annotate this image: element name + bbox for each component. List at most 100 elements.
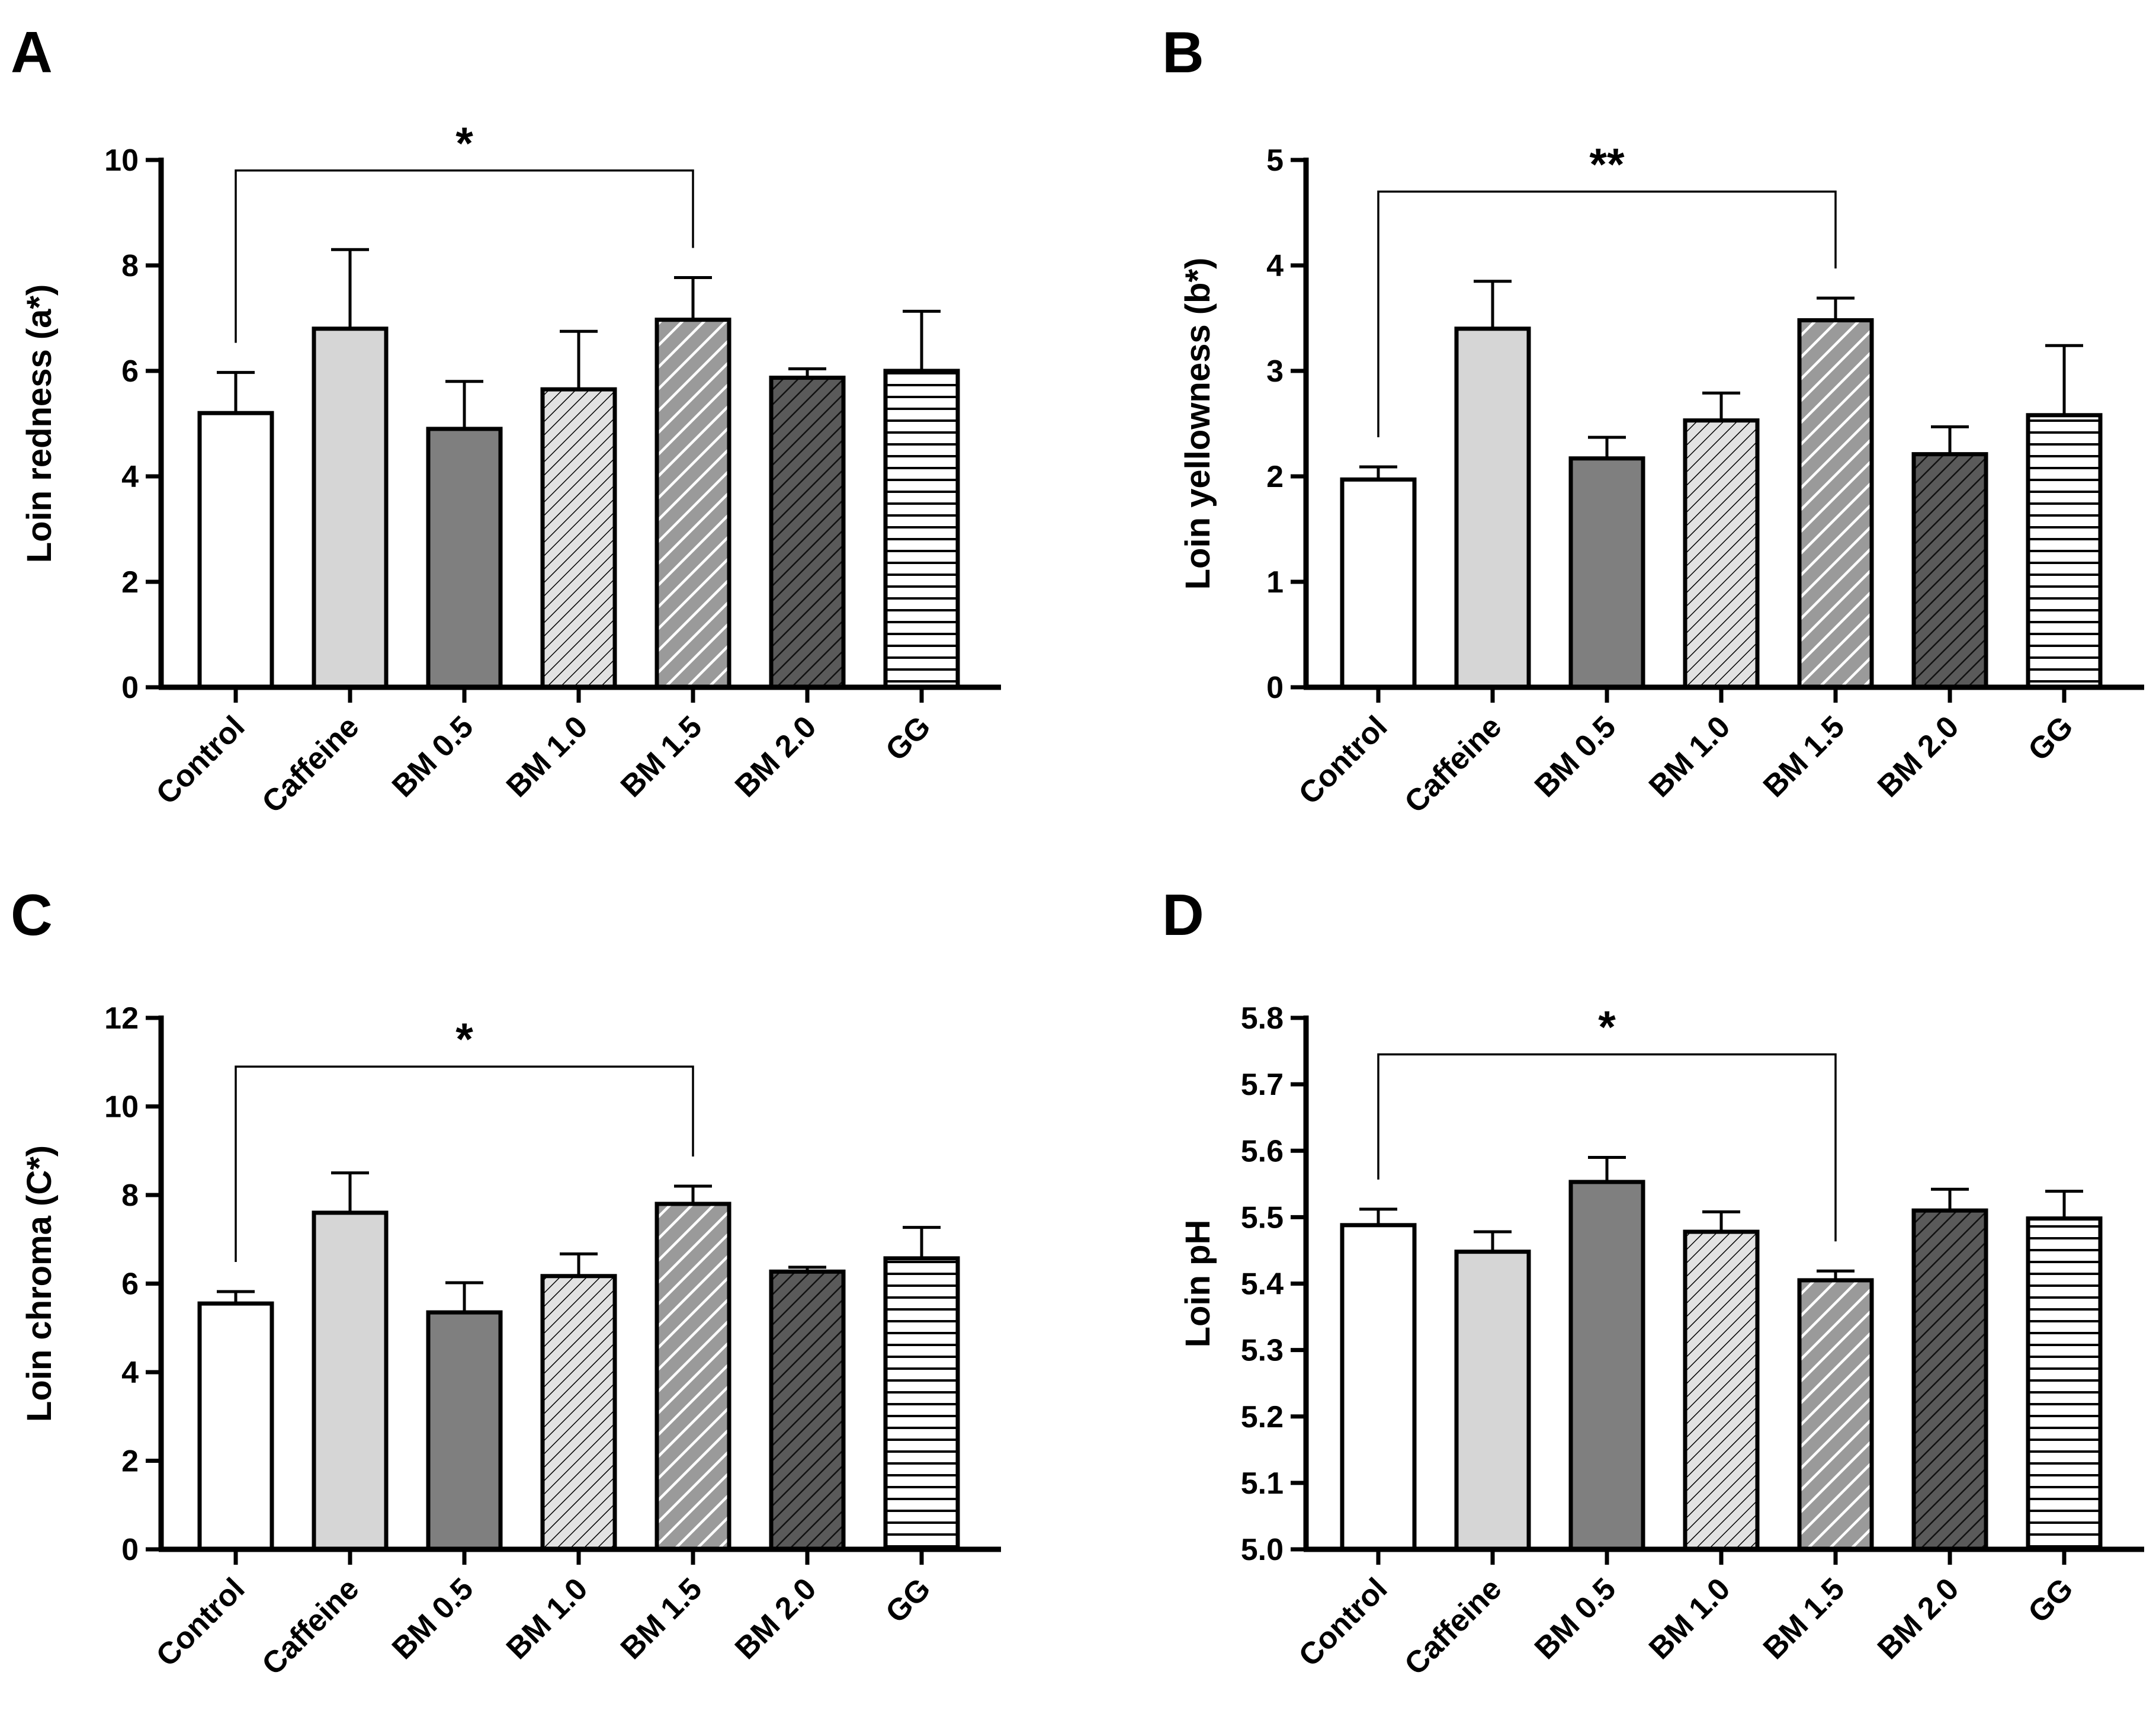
bar-bm-0-5	[1568, 1180, 1645, 1552]
x-tick-label: BM 0.5	[386, 1571, 480, 1666]
y-axis-title: Loin chroma (C*)	[20, 1145, 59, 1422]
panel-a-redness-chart: A Loin redness (a*) 0 2 4 6 8 10 Control Caffeine…	[11, 20, 1001, 820]
x-tick-label: GG	[879, 1571, 937, 1629]
panel-letter: B	[1162, 20, 1204, 85]
y-tick-label: 0	[121, 1533, 139, 1567]
panel-c-chroma-chart: C Loin chroma (C*) 0 2 4 6 8 10 12 Control Caffein…	[11, 882, 1001, 1682]
x-tick-label: BM 2.0	[1871, 1571, 1966, 1666]
significance-label: **	[1589, 139, 1625, 190]
y-tick-label: 4	[121, 1356, 139, 1390]
bar-caffeine	[1454, 326, 1531, 690]
y-axis-title: Loin redness (a*)	[20, 284, 59, 563]
bar-bm-1-0	[1683, 1229, 1760, 1552]
x-tick-label: GG	[879, 709, 937, 767]
x-tick-label: BM 2.0	[1871, 709, 1966, 804]
y-tick-label: 2	[121, 565, 139, 600]
panel-letter: A	[11, 20, 53, 85]
bar-control	[1340, 1223, 1417, 1552]
significance-label: *	[455, 1014, 473, 1065]
y-tick-label: 0	[1266, 671, 1284, 705]
y-tick-label: 8	[121, 1178, 139, 1213]
x-tick-label: BM 1.5	[1757, 1571, 1852, 1666]
bar-control	[197, 1301, 274, 1552]
x-tick-label: BM 0.5	[386, 709, 480, 804]
x-tick-label: BM 1.5	[1757, 709, 1852, 804]
y-tick-label: 5.6	[1241, 1134, 1284, 1168]
y-tick-label: 3	[1266, 354, 1284, 389]
panel-b-yellowness-chart: B Loin yellowness (b*) 0 1 2 3 4 5 Control Caffei…	[1162, 20, 2144, 820]
y-tick-label: 4	[121, 460, 139, 494]
y-tick-label: 5.1	[1241, 1466, 1284, 1501]
y-tick-label: 5.0	[1241, 1533, 1284, 1567]
bar-bm-1-5	[654, 1202, 732, 1552]
y-tick-label: 4	[1266, 249, 1284, 283]
bar-bm-0-5	[1568, 456, 1645, 690]
x-tick-label: BM 2.0	[729, 1571, 823, 1666]
panel-letter: D	[1162, 882, 1204, 947]
panel-letter: C	[11, 882, 53, 947]
x-tick-label: Control	[1292, 1571, 1394, 1673]
bar-bm-2-0	[769, 376, 846, 690]
x-tick-label: Caffeine	[255, 1571, 365, 1681]
bar-bm-2-0	[1911, 1208, 1988, 1552]
y-tick-label: 5	[1266, 143, 1284, 178]
x-tick-label: BM 0.5	[1528, 1571, 1623, 1666]
significance-bracket	[235, 1065, 694, 1262]
x-tick-label: BM 2.0	[729, 709, 823, 804]
y-axis-title: Loin yellowness (b*)	[1179, 258, 1217, 590]
y-tick-label: 2	[1266, 460, 1284, 494]
significance-label: *	[1598, 1002, 1616, 1053]
panel-d-ph-chart: D Loin pH 5.0 5.1 5.2 5.3 5.4 5.5 5.6 5.7 5.8 Contr…	[1162, 882, 2144, 1682]
x-tick-label: BM 1.5	[614, 709, 709, 804]
x-tick-label: BM 1.0	[500, 1571, 595, 1666]
bar-gg	[883, 1256, 960, 1552]
y-tick-label: 6	[121, 1267, 139, 1302]
significance-label: *	[455, 118, 473, 169]
x-tick-label: Caffeine	[1398, 709, 1508, 819]
x-tick-label: Control	[1292, 709, 1394, 811]
bar-bm-1-0	[1683, 418, 1760, 690]
y-tick-label: 5.8	[1241, 1001, 1284, 1036]
x-tick-label: Caffeine	[255, 709, 365, 819]
y-tick-label: 5.5	[1241, 1200, 1284, 1235]
y-tick-label: 1	[1266, 565, 1284, 600]
bar-gg	[2026, 413, 2103, 690]
y-tick-label: 5.3	[1241, 1334, 1284, 1368]
x-tick-label: BM 1.0	[500, 709, 595, 804]
bar-gg	[883, 369, 960, 690]
x-tick-label: BM 1.0	[1642, 1571, 1737, 1666]
bar-control	[197, 411, 274, 690]
y-tick-label: 5.4	[1241, 1267, 1284, 1302]
y-tick-label: 2	[121, 1444, 139, 1479]
bar-control	[1340, 477, 1417, 690]
bar-bm-0-5	[426, 1310, 503, 1552]
bar-gg	[2026, 1216, 2103, 1552]
y-tick-label: 10	[104, 1090, 139, 1125]
bar-bm-1-5	[1797, 318, 1874, 690]
x-tick-label: Caffeine	[1398, 1571, 1508, 1681]
y-tick-label: 10	[104, 143, 139, 178]
bar-bm-1-5	[1797, 1278, 1874, 1552]
bar-bm-1-0	[540, 1274, 617, 1552]
x-tick-label: BM 0.5	[1528, 709, 1623, 804]
bar-caffeine	[1454, 1250, 1531, 1552]
significance-bracket	[1377, 190, 1837, 437]
y-tick-label: 0	[121, 671, 139, 705]
y-axis-title: Loin pH	[1179, 1220, 1217, 1348]
x-tick-label: Control	[150, 1571, 252, 1673]
bar-bm-2-0	[1911, 452, 1988, 690]
x-tick-label: Control	[150, 709, 252, 811]
y-tick-label: 12	[104, 1001, 139, 1036]
x-tick-label: GG	[2022, 709, 2080, 767]
y-tick-label: 5.7	[1241, 1068, 1284, 1102]
bar-bm-1-0	[540, 387, 617, 690]
bar-bm-1-5	[654, 318, 732, 690]
y-tick-label: 8	[121, 249, 139, 283]
x-tick-label: BM 1.5	[614, 1571, 709, 1666]
y-tick-label: 6	[121, 354, 139, 389]
bar-bm-2-0	[769, 1269, 846, 1552]
bar-caffeine	[312, 1210, 389, 1552]
significance-bracket	[235, 169, 694, 343]
y-tick-label: 5.2	[1241, 1400, 1284, 1434]
